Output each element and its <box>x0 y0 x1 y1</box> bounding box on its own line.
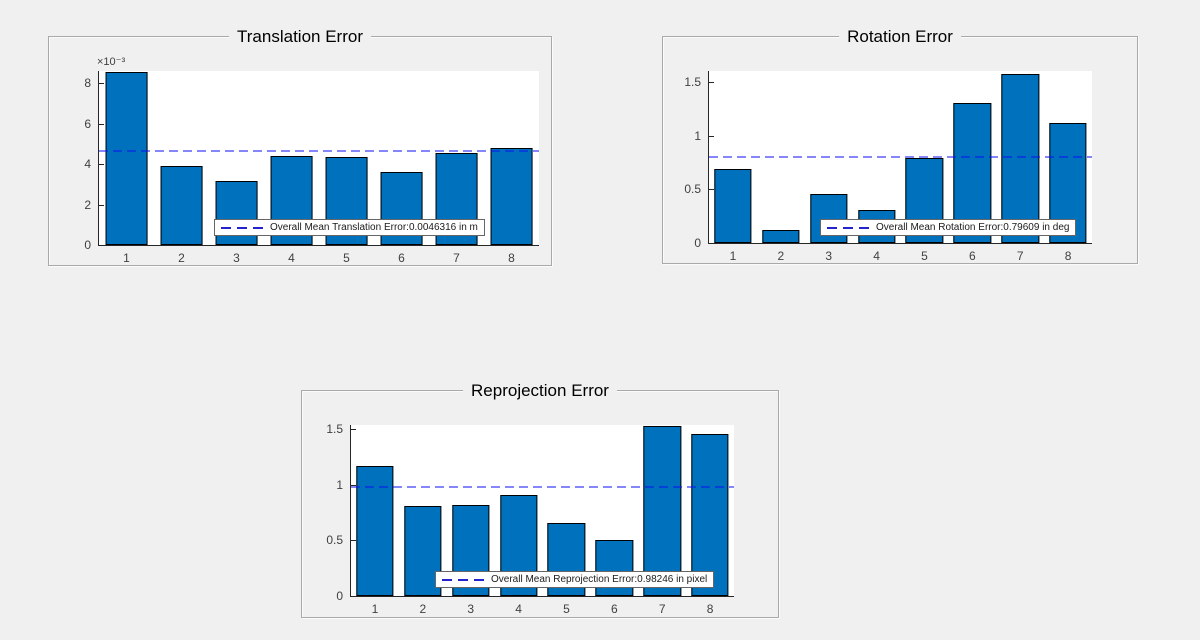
x-tick-label: 5 <box>563 602 570 616</box>
x-tick-label: 8 <box>706 602 714 616</box>
x-tick-label: 7 <box>1016 249 1024 263</box>
legend: Overall Mean Translation Error:0.0046316… <box>214 219 485 236</box>
legend: Overall Mean Reprojection Error:0.98246 … <box>435 571 715 588</box>
y-tick-mark <box>99 164 104 166</box>
bar-slot: 1 <box>351 425 399 616</box>
y-tick-label: 1 <box>336 477 343 492</box>
bar <box>643 426 681 596</box>
bar <box>160 165 203 245</box>
y-tick-mark <box>709 135 714 137</box>
bar <box>691 433 729 596</box>
y-tick-label: 0 <box>694 236 701 250</box>
y-tick-mark <box>99 204 104 206</box>
x-tick-label: 3 <box>467 602 475 616</box>
x-tick-label: 5 <box>343 251 350 265</box>
y-tick-mark <box>709 243 714 244</box>
y-tick-label: 1.5 <box>326 422 343 437</box>
y-tick-mark <box>99 83 104 85</box>
y-tick-mark <box>709 189 714 191</box>
y-tick-label: 6 <box>84 116 91 131</box>
x-tick-label: 5 <box>921 249 928 263</box>
bar <box>105 71 148 245</box>
y-tick-mark <box>351 540 356 542</box>
overall-mean-dashed-line <box>709 156 1092 159</box>
x-tick-label: 6 <box>610 602 618 616</box>
x-tick-label: 3 <box>825 249 833 263</box>
legend-dashed-line-sample <box>827 226 871 229</box>
y-tick-label: 2 <box>84 197 91 212</box>
x-tick-label: 2 <box>419 602 427 616</box>
legend-label: Overall Mean Reprojection Error:0.98246 … <box>491 574 708 585</box>
y-tick-mark <box>99 245 104 246</box>
x-tick-label: 4 <box>515 602 522 616</box>
bar-slot: 8 <box>484 71 539 265</box>
y-tick-label: 0 <box>336 589 343 603</box>
y-tick-mark <box>351 484 356 486</box>
bar-slot: 1 <box>709 71 757 263</box>
bar-slot: 8 <box>1044 71 1092 263</box>
bar <box>762 230 800 243</box>
y-tick-label: 8 <box>84 76 91 91</box>
bar-slot: 2 <box>757 71 805 263</box>
bar <box>714 168 752 243</box>
legend-dashed-line-sample <box>221 226 265 229</box>
y-axis-exponent-label: ×10⁻³ <box>97 56 126 68</box>
y-tick-label: 1 <box>694 128 701 143</box>
y-tick-mark <box>351 429 356 431</box>
y-tick-label: 0 <box>84 238 91 252</box>
x-tick-label: 8 <box>508 251 515 265</box>
x-tick-label: 8 <box>1064 249 1072 263</box>
reprojection-plot-area: Overall Mean Reprojection Error:0.98246 … <box>326 422 734 616</box>
x-tick-label: 6 <box>398 251 405 265</box>
bar-slot: 7 <box>996 71 1044 263</box>
bar-slot: 8 <box>686 425 734 616</box>
overall-mean-dashed-line <box>351 485 734 488</box>
x-tick-label: 1 <box>123 251 130 265</box>
chart-title: Reprojection Error <box>463 381 617 401</box>
legend: Overall Mean Rotation Error:0.79609 in d… <box>820 219 1077 236</box>
y-tick-label: 0.5 <box>684 182 701 197</box>
rotation-error-chart: Rotation Error Overall Mean Rotation Err… <box>662 27 1138 264</box>
y-tick-label: 0.5 <box>326 533 343 548</box>
bar-slot: 2 <box>154 71 209 265</box>
chart-title: Translation Error <box>229 27 371 47</box>
bar <box>1049 122 1087 243</box>
reprojection-error-chart: Reprojection Error Overall Mean Reprojec… <box>301 381 779 618</box>
legend-dashed-line-sample <box>442 578 486 581</box>
translation-error-chart: Translation Error ×10⁻³ Overall Mean Tra… <box>48 27 552 266</box>
x-tick-label: 2 <box>777 249 785 263</box>
translation-plot-area: ×10⁻³ Overall Mean Translation Error:0.0… <box>84 56 539 265</box>
x-tick-label: 4 <box>288 251 295 265</box>
bar-slot: 7 <box>638 425 686 616</box>
bar <box>490 148 533 245</box>
bar-slot: 1 <box>99 71 154 265</box>
x-tick-label: 3 <box>233 251 240 265</box>
x-tick-label: 7 <box>658 602 666 616</box>
legend-label: Overall Mean Rotation Error:0.79609 in d… <box>876 222 1070 233</box>
bar <box>1001 74 1039 243</box>
y-tick-label: 1.5 <box>684 74 701 89</box>
x-tick-label: 4 <box>873 249 880 263</box>
y-tick-mark <box>99 123 104 125</box>
x-tick-label: 1 <box>371 602 379 616</box>
x-tick-label: 2 <box>178 251 185 265</box>
x-tick-label: 1 <box>729 249 737 263</box>
chart-title: Rotation Error <box>839 27 961 47</box>
overall-mean-dashed-line <box>99 150 539 153</box>
y-tick-label: 4 <box>84 157 91 172</box>
x-tick-label: 6 <box>968 249 976 263</box>
rotation-plot-area: Overall Mean Rotation Error:0.79609 in d… <box>684 71 1092 263</box>
x-tick-label: 7 <box>453 251 460 265</box>
y-tick-mark <box>709 81 714 83</box>
legend-label: Overall Mean Translation Error:0.0046316… <box>270 222 478 233</box>
y-tick-mark <box>351 596 356 597</box>
